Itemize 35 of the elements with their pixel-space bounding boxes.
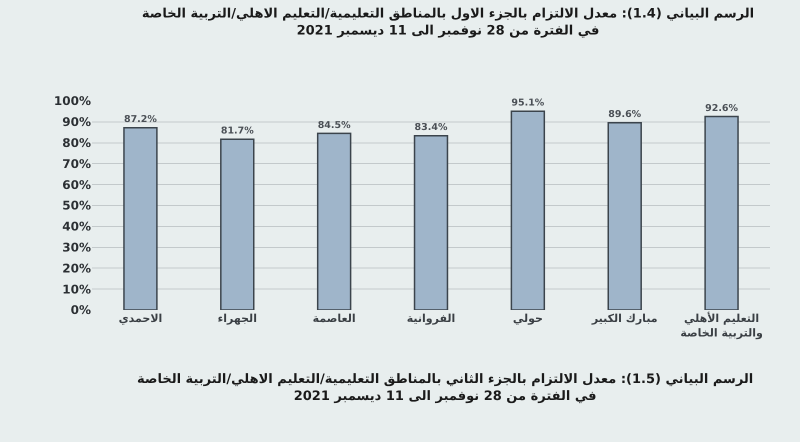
text: الرسم البياني (1.5): معدل الالتزام بالجزء الثاني بالمناطق التعليمية/التعليم الاهلي/التربية الخاصة في الفترة من 28 نوفمبر الى 11 ديسمبر 2021 [137,372,754,404]
y-tick-label: 90% [62,115,91,130]
x-tick-label: حولي [512,312,543,325]
y-tick-label: 20% [62,261,91,276]
x-tick-label: الجهراء [218,312,257,325]
x-tick-label: الاحمدي [118,312,162,325]
bar [608,122,642,310]
chart-subtitle: في الفترة من 28 نوفمبر الى 11 ديسمبر 2021 [296,24,600,39]
y-tick-label: 40% [62,220,91,234]
y-tick-label: 80% [62,136,91,150]
y-tick-label: 0% [70,303,91,318]
bar [316,132,352,310]
data-label: 81.7% [220,126,254,137]
data-label: 87.2% [124,114,158,126]
y-tick-label: 70% [62,156,91,171]
bar [704,116,739,310]
chart-title: الرسم البياني (1.4): معدل الالتزام بالجزء الاول بالمناطق التعليمية/التعليم الاهلي/التربية الخاصة [142,6,754,22]
y-tick-label: 30% [62,240,91,254]
bar [414,134,448,310]
data-label: 95.1% [511,98,545,109]
data-label: 89.6% [608,109,642,120]
data-label: 83.4% [414,122,448,134]
x-tick-label: مبارك الكبير [590,312,658,325]
bar [123,127,158,310]
y-tick-label: 50% [62,198,91,213]
x-tick-label: التعليم الأهلي والتربية الخاصة [680,311,763,340]
bar [510,110,546,310]
y-tick-label: 60% [62,178,91,192]
x-tick-label: العاصمة [312,312,356,325]
y-tick-label: 10% [62,282,91,296]
y-tick-label: 100% [54,94,91,108]
x-tick-label: الفروانية [406,312,456,325]
data-label: 84.5% [318,120,352,131]
bar [220,138,254,310]
data-label: 92.6% [705,102,739,114]
